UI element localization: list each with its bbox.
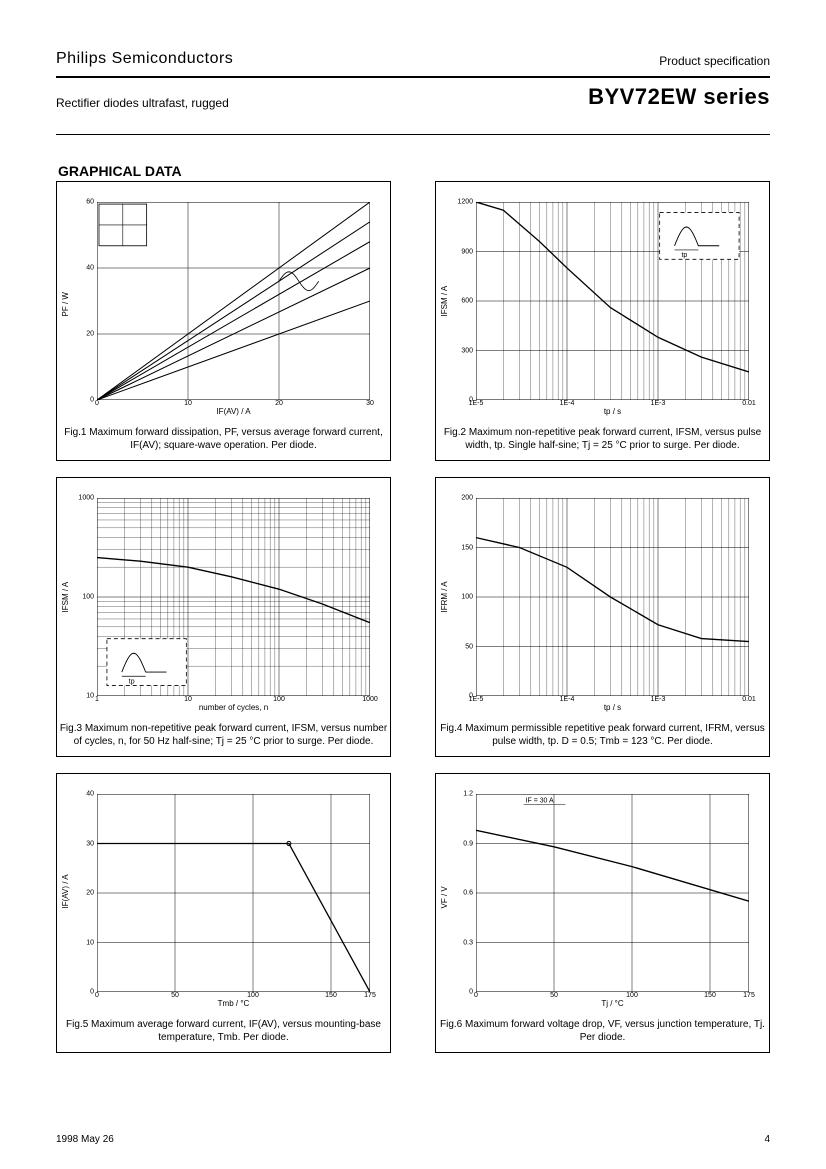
x-axis-label: tp / s bbox=[476, 703, 749, 712]
x-axis-label: tp / s bbox=[476, 407, 749, 416]
y-axis-label: IF(AV) / A bbox=[61, 874, 70, 908]
svg-text:tp: tp bbox=[681, 251, 687, 259]
header: Philips Semiconductors Product specifica… bbox=[56, 50, 770, 68]
rule-bottom bbox=[56, 134, 770, 135]
chart-area: IF = 30 A05010015017500.30.60.91.2 bbox=[476, 794, 749, 992]
figure-panel: IF = 30 A05010015017500.30.60.91.2 VF / V… bbox=[435, 773, 770, 1053]
figure-panel: 050100150175010203040 IF(AV) / A Tmb / °C F… bbox=[56, 773, 391, 1053]
y-axis-label: IFSM / A bbox=[61, 582, 70, 613]
footer-page: 4 bbox=[764, 1134, 770, 1145]
svg-text:IF = 30 A: IF = 30 A bbox=[526, 796, 554, 804]
chart-area: tp1101001000101001000 bbox=[97, 498, 370, 696]
figure-panel: 1E-51E-41E-30.01050100150200 IFRM / A tp /… bbox=[435, 477, 770, 757]
y-axis-label: IFSM / A bbox=[440, 286, 449, 317]
product-spec-label: Product specification bbox=[659, 54, 770, 68]
x-axis-label: number of cycles, n bbox=[97, 703, 370, 712]
company-name: Philips Semiconductors bbox=[56, 50, 233, 68]
x-axis-label: Tmb / °C bbox=[97, 999, 370, 1008]
rule-top bbox=[56, 76, 770, 78]
figure-caption: Fig.6 Maximum forward voltage drop, VF, … bbox=[436, 1019, 769, 1044]
svg-text:tp: tp bbox=[129, 677, 135, 685]
header-row-2: Rectifier diodes ultrafast, rugged BYV72… bbox=[56, 84, 770, 110]
part-number: BYV72EW series bbox=[588, 84, 770, 110]
page-footer: 1998 May 26 4 bbox=[56, 1134, 770, 1145]
figure-grid: 01020300204060 PF / W IF(AV) / A Fig.1 Maxi… bbox=[56, 181, 770, 1053]
figure-panel: 01020300204060 PF / W IF(AV) / A Fig.1 Maxi… bbox=[56, 181, 391, 461]
x-axis-label: IF(AV) / A bbox=[97, 407, 370, 416]
chart-area: 1E-51E-41E-30.01050100150200 bbox=[476, 498, 749, 696]
figure-panel: tp1101001000101001000 IFSM / A number of c… bbox=[56, 477, 391, 757]
y-axis-label: PF / W bbox=[61, 292, 70, 316]
x-axis-label: Tj / °C bbox=[476, 999, 749, 1008]
chart-area: 050100150175010203040 bbox=[97, 794, 370, 992]
section-title: GRAPHICAL DATA bbox=[58, 163, 770, 179]
figure-panel: tp1E-51E-41E-30.0103006009001200 IFSM / A… bbox=[435, 181, 770, 461]
subtitle: Rectifier diodes ultrafast, rugged bbox=[56, 96, 229, 110]
figure-caption: Fig.2 Maximum non-repetitive peak forwar… bbox=[436, 427, 769, 452]
figure-caption: Fig.3 Maximum non-repetitive peak forwar… bbox=[57, 723, 390, 748]
footer-date: 1998 May 26 bbox=[56, 1134, 114, 1145]
chart-area: 01020300204060 bbox=[97, 202, 370, 400]
chart-area: tp1E-51E-41E-30.0103006009001200 bbox=[476, 202, 749, 400]
y-axis-label: VF / V bbox=[440, 886, 449, 908]
figure-caption: Fig.4 Maximum permissible repetitive pea… bbox=[436, 723, 769, 748]
figure-caption: Fig.1 Maximum forward dissipation, PF, v… bbox=[57, 427, 390, 452]
y-axis-label: IFRM / A bbox=[440, 581, 449, 612]
figure-caption: Fig.5 Maximum average forward current, I… bbox=[57, 1019, 390, 1044]
